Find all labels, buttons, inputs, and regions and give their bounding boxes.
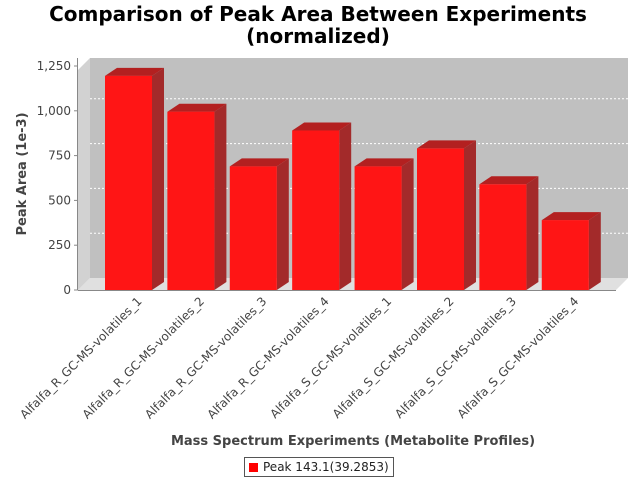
bar-front-shade [354, 166, 402, 290]
bars [105, 67, 601, 291]
bar-front [417, 148, 464, 290]
y-tick-label: 500 [48, 193, 71, 207]
bar [105, 67, 164, 290]
bar-side [339, 122, 352, 291]
bar-front [354, 166, 402, 290]
y-axis: 0 250 500 750 1,000 1,250 [37, 58, 78, 297]
bar-side [152, 67, 164, 290]
x-tick-label: Alfalfa_R_GC-MS-volatiles_3 [142, 294, 269, 421]
bar-front-shade [292, 130, 340, 290]
bar [229, 158, 289, 290]
x-tick-label: Alfalfa_S_GC-MS-volatiles_3 [392, 294, 519, 421]
bar-top [105, 67, 164, 76]
x-axis: Alfalfa_R_GC-MS-volatiles_1Alfalfa_R_GC-… [17, 290, 616, 422]
bar-top [292, 122, 352, 131]
bar [417, 140, 476, 290]
bar-front [292, 130, 340, 290]
legend-label: Peak 143.1(39.2853) [263, 460, 389, 474]
x-tick-label: Alfalfa_R_GC-MS-volatiles_4 [204, 294, 331, 421]
bar-front-shade [417, 148, 464, 290]
x-axis-title: Mass Spectrum Experiments (Metabolite Pr… [171, 434, 535, 449]
bar [167, 103, 227, 290]
bar-front-shade [229, 166, 277, 290]
bar [479, 176, 539, 290]
bar-side [401, 158, 414, 290]
bar [354, 158, 414, 290]
bar-front [479, 184, 527, 290]
x-tick-label: Alfalfa_R_GC-MS-volatiles_2 [80, 294, 207, 421]
bar-front [229, 166, 277, 290]
bar-front-shade [541, 220, 589, 290]
y-tick-label: 0 [63, 283, 71, 297]
plot-side-wall [78, 58, 90, 290]
legend: Peak 143.1(39.2853) [244, 457, 394, 477]
y-tick-label: 250 [48, 238, 71, 252]
bar-top [229, 158, 289, 167]
chart-title-line-1: Comparison of Peak Area Between Experime… [49, 2, 587, 26]
bar-top [479, 176, 539, 185]
y-tick-label: 1,000 [37, 104, 71, 118]
x-tick-label: Alfalfa_S_GC-MS-volatiles_1 [267, 294, 394, 421]
bar [292, 122, 352, 291]
x-tick-label: Alfalfa_S_GC-MS-volatiles_4 [455, 294, 582, 421]
bar-side [214, 103, 227, 290]
bar-front [541, 220, 589, 290]
bar-side [276, 158, 289, 290]
x-tick-label: Alfalfa_S_GC-MS-volatiles_2 [330, 294, 457, 421]
bar-front-shade [167, 111, 215, 290]
bar-front [105, 75, 152, 290]
bar-side [526, 176, 539, 290]
chart-title-line-2: (normalized) [246, 24, 390, 48]
bar-side [464, 140, 476, 290]
bar-top [417, 140, 476, 149]
y-tick-label: 750 [48, 149, 71, 163]
x-tick-label: Alfalfa_R_GC-MS-volatiles_1 [17, 294, 144, 421]
bar-front-shade [105, 75, 152, 290]
bar-front [167, 111, 215, 290]
y-axis-title: Peak Area (1e-3) [15, 112, 30, 235]
bar-side [588, 212, 601, 290]
bar-top [354, 158, 414, 167]
bar-front-shade [479, 184, 527, 290]
bar-top [541, 212, 601, 221]
y-tick-label: 1,250 [37, 59, 71, 73]
bar-top [167, 103, 227, 112]
bar [541, 212, 601, 290]
legend-swatch [249, 462, 258, 472]
